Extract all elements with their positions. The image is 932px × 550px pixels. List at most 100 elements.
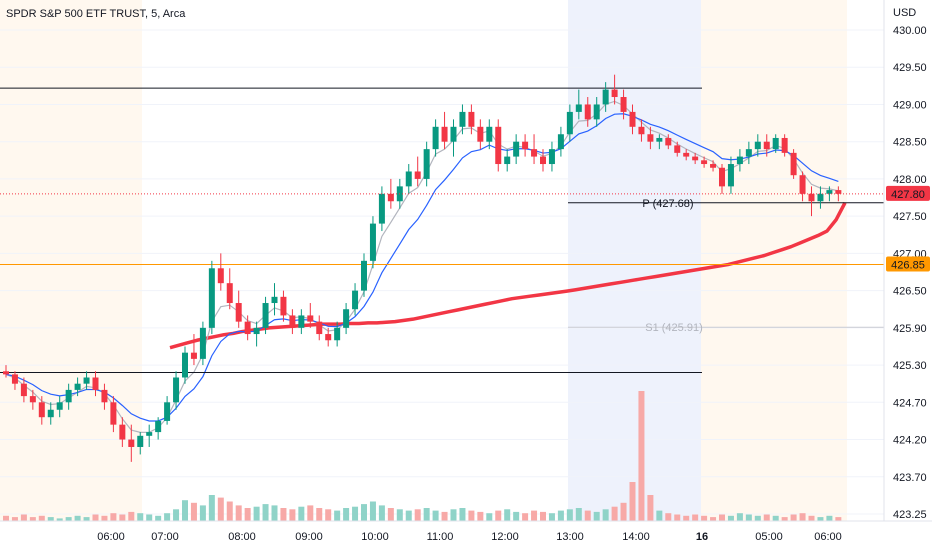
candle-body	[450, 126, 457, 142]
candle-body	[575, 104, 582, 112]
volume-bar	[316, 508, 323, 521]
price-tick-label: 429.00	[893, 99, 927, 111]
volume-bar	[387, 508, 394, 521]
volume-bar	[56, 518, 63, 521]
candle-body	[548, 149, 555, 165]
volume-bar	[620, 502, 627, 521]
currency-label: USD	[893, 7, 916, 19]
volume-bar	[584, 510, 591, 521]
candle-body	[432, 126, 439, 150]
candle-body	[701, 160, 708, 165]
candle-body	[817, 193, 824, 202]
volume-bar	[754, 515, 761, 521]
volume-bar	[101, 515, 108, 521]
volume-bar	[736, 513, 743, 521]
candle-body	[665, 137, 672, 146]
time-tick-label: 10:00	[361, 531, 389, 543]
price-tick-label: 425.90	[893, 323, 927, 335]
volume-bar	[548, 513, 555, 521]
chart-title: SPDR S&P 500 ETF TRUST, 5, Arca	[6, 8, 186, 20]
volume-bar	[414, 509, 421, 521]
volume-bar	[808, 515, 815, 521]
candle-body	[128, 439, 135, 447]
volume-bar	[208, 495, 215, 521]
candle-body	[781, 137, 788, 153]
time-tick-label: 12:00	[491, 531, 519, 543]
volume-bar	[575, 508, 582, 521]
candle-body	[217, 268, 224, 284]
candle-body	[378, 193, 385, 224]
volume-bar	[352, 506, 359, 521]
candle-body	[38, 402, 45, 418]
candle-body	[190, 352, 197, 359]
volume-bar	[271, 505, 278, 521]
time-axis[interactable]: 06:00 07:00 08:00 09:00 10:00 11:00 12:00 13:00…	[97, 531, 842, 543]
volume-bar	[504, 509, 511, 521]
candle-body	[405, 171, 412, 187]
volume-bar	[495, 510, 502, 521]
volume-bar	[92, 514, 99, 521]
volume-bar	[790, 514, 797, 521]
candle-body	[199, 327, 206, 359]
volume-bar	[65, 517, 72, 521]
candle-body	[316, 321, 323, 335]
candle-body	[504, 156, 511, 165]
volume-bar	[289, 509, 296, 521]
volume-bar	[522, 513, 529, 521]
candle-body	[799, 175, 806, 194]
volume-bar	[119, 514, 126, 521]
candle-body	[584, 104, 591, 120]
volume-bar	[692, 514, 699, 521]
volume-bar	[486, 513, 493, 521]
candle-body	[361, 260, 367, 291]
price-tick-label: 424.20	[893, 435, 927, 447]
candle-body	[763, 141, 770, 150]
vwap-line	[169, 201, 847, 350]
price-tick-label: 425.30	[893, 360, 927, 372]
candle-body	[155, 420, 162, 433]
time-tick-label: 09:00	[295, 531, 323, 543]
volume-bar	[38, 515, 45, 521]
candle-body	[808, 193, 815, 202]
volume-bar	[298, 506, 305, 521]
time-tick-label: 14:00	[622, 531, 650, 543]
price-tick-label: 426.50	[893, 286, 927, 298]
volume-bar	[307, 505, 314, 521]
candle-body	[772, 137, 779, 150]
candle-body	[11, 374, 18, 384]
candle-body	[110, 402, 117, 425]
volume-bar	[799, 513, 806, 521]
price-tick-label: 427.50	[893, 211, 927, 223]
time-tick-label: 08:00	[228, 531, 256, 543]
volume-bar	[83, 517, 90, 521]
volume-bar	[468, 510, 475, 521]
time-tick-label: 07:00	[151, 531, 179, 543]
volume-bar	[343, 508, 350, 521]
candle-body	[298, 315, 305, 328]
volume-bar	[155, 515, 162, 521]
volume-bar	[781, 517, 788, 521]
line-price-badge-text: 426.85	[891, 260, 925, 272]
slow-ma-series	[5, 113, 839, 422]
candle-body	[92, 377, 99, 390]
candle-body	[262, 303, 269, 328]
candle-body	[540, 156, 546, 165]
candle-body	[557, 134, 564, 150]
volume-bar	[361, 504, 367, 521]
candle-body	[745, 149, 752, 157]
candle-body	[56, 402, 63, 410]
candle-body	[459, 111, 466, 127]
candle-body	[495, 126, 502, 165]
candle-body	[208, 268, 215, 328]
candle-body	[226, 283, 233, 304]
candle-body	[468, 111, 475, 127]
price-axis[interactable]: 430.00 429.50 429.00 428.50 428.00 427.50 427.…	[893, 25, 927, 521]
candle-body	[307, 315, 314, 322]
candle-body	[235, 303, 242, 322]
candle-body	[137, 435, 144, 447]
candle-body	[531, 149, 538, 157]
volume-bar	[334, 510, 341, 521]
volume-bar	[110, 513, 117, 521]
volume-bar	[727, 515, 734, 521]
